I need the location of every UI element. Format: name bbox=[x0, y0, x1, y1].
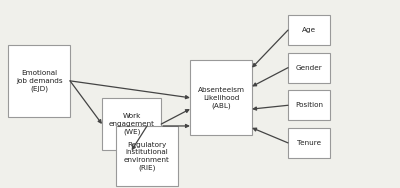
FancyBboxPatch shape bbox=[288, 15, 330, 45]
Text: Position: Position bbox=[295, 102, 323, 108]
Text: Age: Age bbox=[302, 27, 316, 33]
Text: Emotional
job demands
(EJD): Emotional job demands (EJD) bbox=[16, 70, 62, 92]
FancyBboxPatch shape bbox=[116, 126, 178, 186]
Text: Regulatory
institutional
environment
(RIE): Regulatory institutional environment (RI… bbox=[124, 142, 170, 171]
FancyBboxPatch shape bbox=[8, 45, 70, 117]
Text: Absenteeism
Likelihood
(ABL): Absenteeism Likelihood (ABL) bbox=[198, 87, 244, 108]
Text: Work
engagement
(WE): Work engagement (WE) bbox=[109, 113, 154, 135]
Text: Tenure: Tenure bbox=[297, 140, 321, 146]
Text: Gender: Gender bbox=[296, 65, 322, 71]
FancyBboxPatch shape bbox=[288, 90, 330, 120]
FancyBboxPatch shape bbox=[102, 98, 161, 150]
FancyBboxPatch shape bbox=[288, 53, 330, 83]
FancyBboxPatch shape bbox=[288, 128, 330, 158]
FancyBboxPatch shape bbox=[190, 60, 252, 135]
